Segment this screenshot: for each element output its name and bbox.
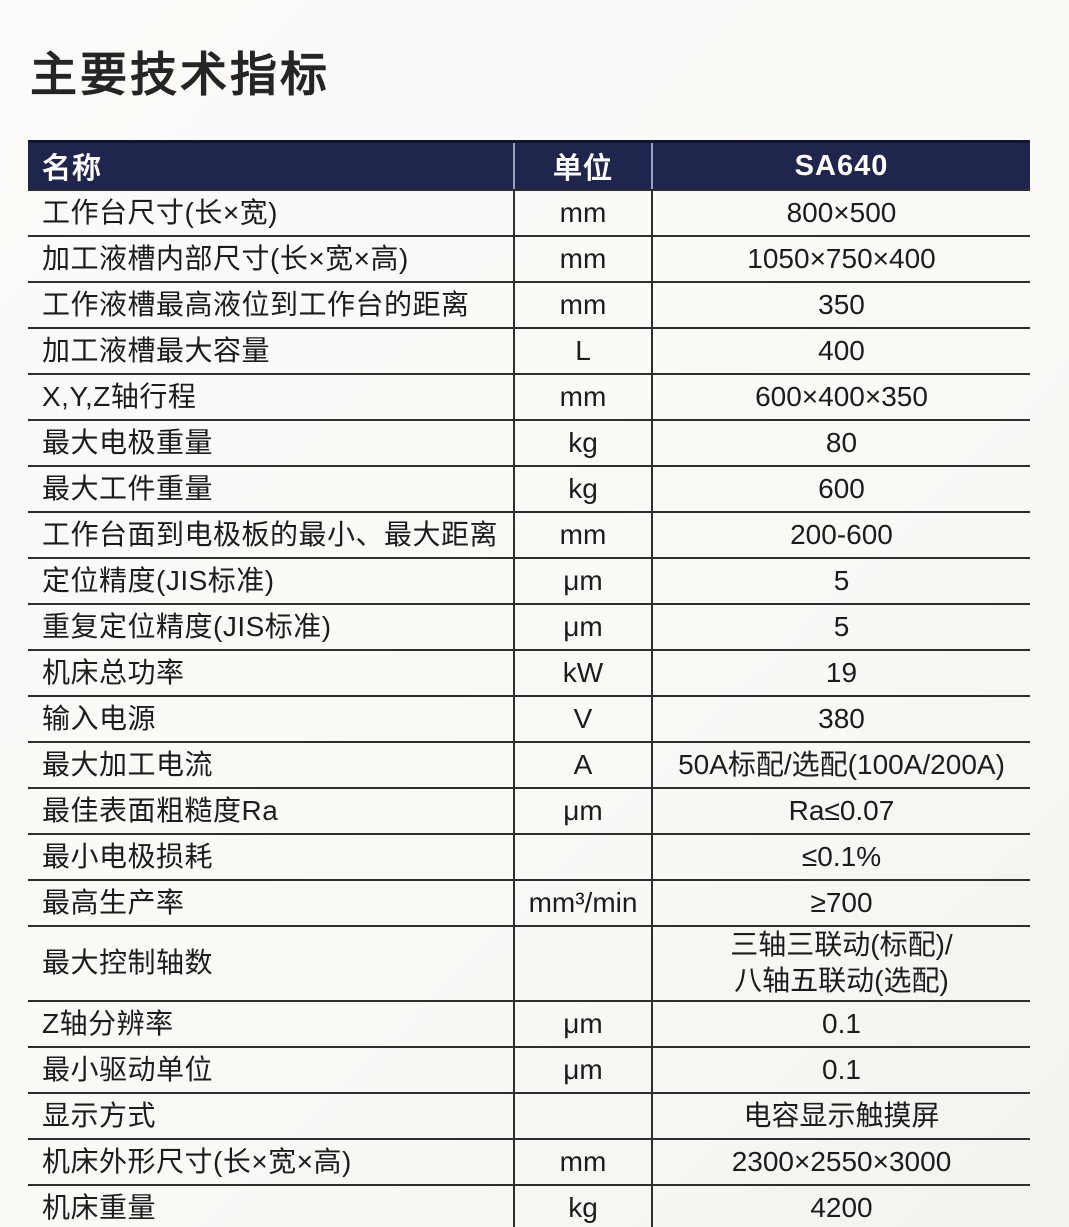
spec-name-cell: 机床总功率 xyxy=(28,649,514,696)
table-row: 最大电极重量 kg 80 xyxy=(28,419,1030,466)
spec-name-cell: 最大电极重量 xyxy=(28,419,514,466)
spec-unit-cell: μm xyxy=(513,557,653,604)
table-row: 工作台面到电极板的最小、最大距离 mm 200-600 xyxy=(28,511,1030,558)
spec-name-cell: 最大控制轴数 xyxy=(28,925,514,1001)
spec-unit-cell: mm xyxy=(513,1137,653,1185)
spec-value-cell: 380 xyxy=(652,695,1030,742)
table-row: 最小电极损耗 ≤0.1% xyxy=(28,833,1030,880)
spec-unit-cell: μm xyxy=(513,787,653,834)
spec-value-cell: 600 xyxy=(652,465,1030,512)
table-row: 工作台尺寸(长×宽) mm 800×500 xyxy=(28,190,1030,236)
spec-name-cell: 机床外形尺寸(长×宽×高) xyxy=(28,1137,514,1185)
table-row: X,Y,Z轴行程 mm 600×400×350 xyxy=(28,373,1030,420)
table-row: 加工液槽内部尺寸(长×宽×高) mm 1050×750×400 xyxy=(28,235,1030,282)
spec-name-cell: 工作台尺寸(长×宽) xyxy=(42,196,279,228)
spec-unit-cell: mm xyxy=(513,235,653,282)
spec-unit-cell: kg xyxy=(513,465,653,512)
page-title: 主要技术指标 xyxy=(30,48,330,101)
col-header-unit: 单位 xyxy=(513,140,653,191)
table-row: 最佳表面粗糙度Ra μm Ra≤0.07 xyxy=(28,787,1030,834)
spec-name-cell: 机床重量 xyxy=(28,1183,514,1227)
spec-unit-cell: mm xyxy=(513,281,653,328)
spec-unit-cell: mm³/min xyxy=(513,879,653,926)
spec-name-cell: 最高生产率 xyxy=(28,879,514,926)
spec-unit-cell: mm xyxy=(513,190,653,236)
table-row: 最大加工电流 A 50A标配/选配(100A/200A) xyxy=(28,741,1030,788)
spec-unit-cell: V xyxy=(513,695,653,742)
spec-name-cell: 重复定位精度(JIS标准) xyxy=(28,603,514,650)
spec-name-cell: 显示方式 xyxy=(28,1091,514,1139)
spec-unit-cell xyxy=(513,1091,653,1139)
table-row: 机床重量 kg 4200 xyxy=(28,1183,1030,1227)
table-row: 最小驱动单位 μm 0.1 xyxy=(28,1045,1030,1093)
spec-unit-cell: A xyxy=(513,741,653,788)
table-row: 定位精度(JIS标准) μm 5 xyxy=(28,557,1030,604)
table-row: 最大工件重量 kg 600 xyxy=(28,465,1030,512)
spec-name-cell: X,Y,Z轴行程 xyxy=(28,373,514,420)
table-row: 机床总功率 kW 19 xyxy=(28,649,1030,696)
col-header-model: SA640 xyxy=(652,140,1030,191)
spec-value-cell: 19 xyxy=(652,649,1030,696)
spec-unit-cell: mm xyxy=(513,511,653,558)
spec-name-cell: 输入电源 xyxy=(28,695,514,742)
spec-value-cell: Ra≤0.07 xyxy=(652,787,1030,834)
col-header-name: 名称 xyxy=(28,140,514,191)
table-row: 重复定位精度(JIS标准) μm 5 xyxy=(28,603,1030,650)
spec-value-cell: 600×400×350 xyxy=(652,373,1030,420)
spec-value-cell: 2300×2550×3000 xyxy=(652,1137,1030,1185)
spec-value-cell: 800×500 xyxy=(786,196,897,228)
spec-unit-cell: kg xyxy=(513,419,653,466)
spec-name-cell: 最小电极损耗 xyxy=(28,833,514,880)
spec-value-cell: 4200 xyxy=(652,1183,1030,1227)
spec-value-cell: 电容显示触摸屏 xyxy=(652,1091,1030,1139)
table-row: 最大控制轴数 三轴三联动(标配)/ 八轴五联动(选配) xyxy=(28,925,1030,1001)
spec-table: 名称 单位 SA640 工作台尺寸(长×宽) mm 800×500 加工液槽内部尺寸(… xyxy=(28,140,1030,1227)
spec-value-cell: 5 xyxy=(652,557,1030,604)
spec-value-cell: 400 xyxy=(652,327,1030,374)
spec-unit-cell: μm xyxy=(513,1045,653,1093)
table-row: Z轴分辨率 μm 0.1 xyxy=(28,999,1030,1047)
spec-unit-cell: mm xyxy=(513,373,653,420)
spec-name-cell: 定位精度(JIS标准) xyxy=(28,557,514,604)
spec-value-cell: ≥700 xyxy=(652,879,1030,926)
table-row: 加工液槽最大容量 L 400 xyxy=(28,327,1030,374)
spec-unit-cell: μm xyxy=(513,999,653,1047)
table-row: 工作液槽最高液位到工作台的距离 mm 350 xyxy=(28,281,1030,328)
spec-value-cell: 80 xyxy=(652,419,1030,466)
spec-name-cell: 加工液槽内部尺寸(长×宽×高) xyxy=(28,235,514,282)
spec-unit-cell xyxy=(513,925,653,1001)
spec-name-cell: 最大工件重量 xyxy=(28,465,514,512)
spec-name-cell: Z轴分辨率 xyxy=(28,999,514,1047)
spec-table-header: 名称 单位 SA640 xyxy=(28,140,1030,191)
spec-unit-cell xyxy=(513,833,653,880)
spec-value-cell: 5 xyxy=(652,603,1030,650)
table-row: 输入电源 V 380 xyxy=(28,695,1030,742)
spec-value-cell: 1050×750×400 xyxy=(652,235,1030,282)
spec-name-cell: 工作台面到电极板的最小、最大距离 xyxy=(28,511,514,558)
table-row: 显示方式 电容显示触摸屏 xyxy=(28,1091,1030,1139)
spec-value-cell: ≤0.1% xyxy=(652,833,1030,880)
spec-value-cell: 200-600 xyxy=(652,511,1030,558)
spec-value-cell: 0.1 xyxy=(652,999,1030,1047)
spec-name-cell: 最大加工电流 xyxy=(28,741,514,788)
spec-unit-cell: kg xyxy=(513,1183,653,1227)
spec-unit-cell: L xyxy=(513,327,653,374)
spec-value-cell: 三轴三联动(标配)/ 八轴五联动(选配) xyxy=(652,925,1030,1001)
spec-name-cell: 加工液槽最大容量 xyxy=(28,327,514,374)
table-row: 机床外形尺寸(长×宽×高) mm 2300×2550×3000 xyxy=(28,1137,1030,1185)
spec-unit-cell: μm xyxy=(513,603,653,650)
spec-name-cell: 最佳表面粗糙度Ra xyxy=(28,787,514,834)
spec-name-cell: 最小驱动单位 xyxy=(28,1045,514,1093)
table-row: 最高生产率 mm³/min ≥700 xyxy=(28,879,1030,926)
spec-value-cell: 50A标配/选配(100A/200A) xyxy=(652,741,1030,788)
header-row: 名称 单位 SA640 xyxy=(28,140,1030,191)
spec-unit-cell: kW xyxy=(513,649,653,696)
spec-table-body: 工作台尺寸(长×宽) mm 800×500 加工液槽内部尺寸(长×宽×高) mm 1050… xyxy=(28,190,1030,1227)
spec-name-cell: 工作液槽最高液位到工作台的距离 xyxy=(28,281,514,328)
spec-value-cell: 350 xyxy=(652,281,1030,328)
spec-value-cell: 0.1 xyxy=(652,1045,1030,1093)
